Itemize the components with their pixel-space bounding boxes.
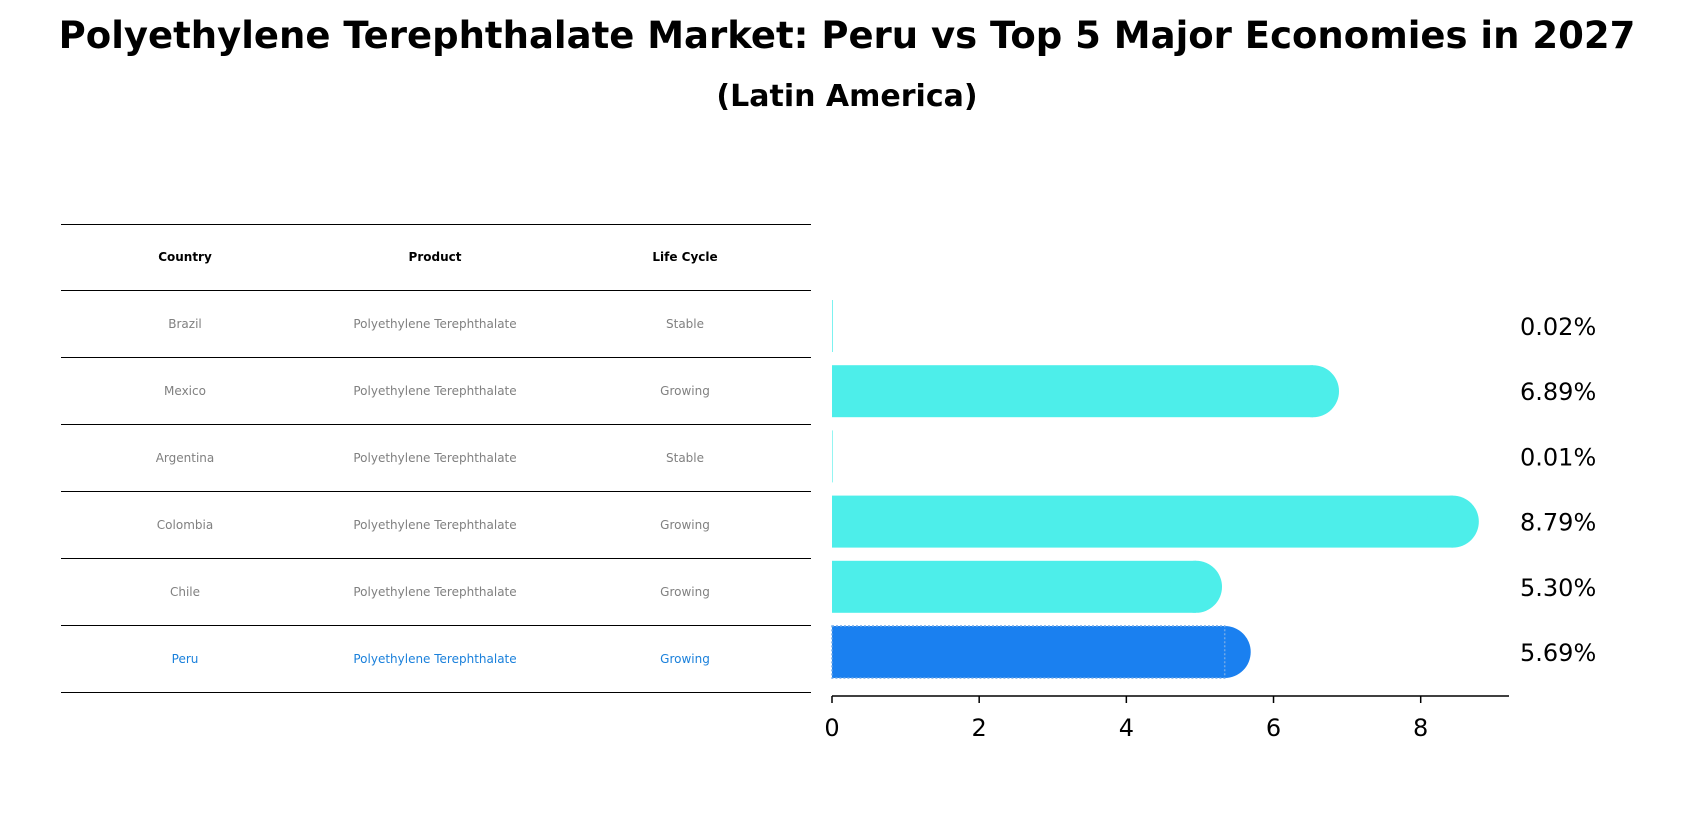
country-cell: Argentina [155,450,215,465]
chart-subtitle: (Latin America) [716,79,978,114]
table-row-rule [61,625,811,626]
x-tick-label: 2 [972,714,987,742]
bar-brazil [832,300,833,352]
value-label: 5.69% [1520,639,1596,667]
bar-cap-colombia [1426,495,1479,548]
value-label: 5.30% [1520,574,1596,602]
bar-mexico [832,365,1314,418]
table-row-rule [61,357,811,358]
product-cell: Polyethylene Terephthalate [353,584,517,599]
life-cycle-cell: Growing [660,651,710,666]
chart-title: Polyethylene Terephthalate Market: Peru … [58,14,1636,57]
product-cell: Polyethylene Terephthalate [353,316,517,331]
bar-chile [832,560,1197,613]
life-cycle-cell: Stable [665,316,705,331]
bar-cap-peru [1198,626,1251,678]
table-header-rule [61,290,811,291]
value-label: 0.01% [1520,443,1596,471]
table-header: Product [408,250,462,264]
bar-cap-mexico [1287,365,1340,418]
life-cycle-cell: Stable [665,450,705,465]
country-cell: Peru [171,651,199,666]
x-tick-label: 8 [1413,714,1428,742]
product-cell: Polyethylene Terephthalate [353,383,517,398]
bar-highlight-outline [831,625,1226,679]
life-cycle-cell: Growing [660,383,710,398]
table-row-rule [61,692,811,693]
country-cell: Colombia [156,517,214,532]
table-header: Country [158,250,212,264]
country-cell: Chile [169,584,201,599]
table-row-rule [61,491,811,492]
value-label: 8.79% [1520,509,1596,537]
life-cycle-cell: Growing [660,584,710,599]
table-row-rule [61,558,811,559]
product-cell: Polyethylene Terephthalate [353,450,517,465]
value-label: 6.89% [1520,378,1596,406]
table-header: Life Cycle [652,250,718,264]
x-tick-label: 4 [1119,714,1134,742]
bar-peru [832,626,1225,678]
x-tick-label: 0 [824,714,839,742]
x-tick-label: 6 [1266,714,1281,742]
table-top-rule [61,224,811,225]
product-cell: Polyethylene Terephthalate [353,651,517,666]
country-cell: Brazil [168,316,202,331]
country-cell: Mexico [164,383,206,398]
product-cell: Polyethylene Terephthalate [353,517,517,532]
table-row-rule [61,424,811,425]
life-cycle-cell: Growing [660,517,710,532]
bar-argentina [832,430,833,483]
value-label: 0.02% [1520,313,1596,341]
bar-colombia [832,495,1453,548]
bar-cap-chile [1170,560,1223,613]
